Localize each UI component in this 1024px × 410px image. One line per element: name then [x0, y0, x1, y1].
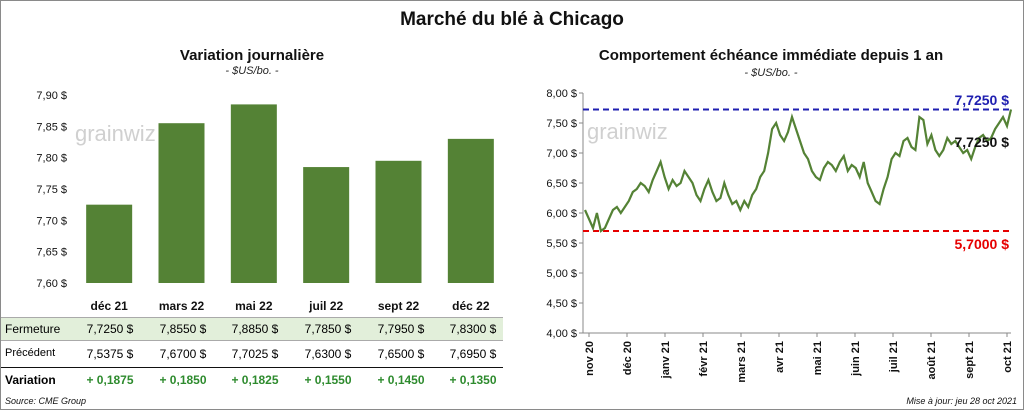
- x-tick-label: sept 22: [378, 299, 420, 313]
- y-tick-label: 5,00 $: [546, 268, 577, 280]
- table-cell: + 0,1350: [449, 373, 497, 387]
- y-tick-label: 7,80 $: [36, 153, 67, 165]
- low-label: 5,7000 $: [955, 236, 1010, 252]
- y-tick-label: 4,00 $: [546, 328, 577, 340]
- x-tick-label: nov 20: [584, 341, 596, 376]
- bar: [303, 167, 350, 283]
- x-tick-label: févr 21: [698, 341, 710, 376]
- watermark-text: grainwiz: [75, 121, 156, 146]
- x-tick-label: juin 21: [850, 341, 862, 377]
- bar: [158, 123, 205, 283]
- main-title: Marché du blé à Chicago: [400, 9, 624, 30]
- y-tick-label: 7,00 $: [546, 148, 577, 160]
- bar: [447, 138, 494, 283]
- x-tick-label: janv 21: [660, 341, 672, 379]
- source-note: Source: CME Group: [5, 396, 87, 406]
- x-tick-label: juil 22: [308, 299, 343, 313]
- bar: [375, 160, 422, 283]
- price-series-line: [583, 109, 1013, 233]
- watermark-text-right: grainwiz: [587, 119, 668, 144]
- y-tick-label: 7,60 $: [36, 278, 67, 290]
- y-tick-label: 4,50 $: [546, 298, 577, 310]
- row-label-variation: Variation: [5, 373, 56, 387]
- bar: [230, 104, 277, 284]
- table-cell: 7,8550 $: [159, 322, 207, 336]
- table-cell: 7,7025 $: [231, 347, 279, 361]
- x-tick-label: mai 21: [812, 341, 824, 375]
- x-tick-label: juil 21: [888, 341, 900, 373]
- table-row-variation: Variation + 0,1875 + 0,1850 + 0,1825 + 0,15…: [1, 369, 503, 391]
- table-cell: + 0,1850: [159, 373, 207, 387]
- row-label-precedent: Précédent: [5, 347, 56, 359]
- x-tick-label: déc 22: [452, 299, 490, 313]
- y-tick-label: 7,90 $: [36, 90, 67, 102]
- table-cell: 7,6500 $: [377, 347, 425, 361]
- table-cell: 7,8300 $: [449, 322, 497, 336]
- current-price-label: 7,7250 $: [955, 134, 1010, 150]
- x-tick-label: mai 22: [235, 299, 273, 313]
- y-tick-label: 6,50 $: [546, 178, 577, 190]
- x-tick-label: déc 21: [90, 299, 128, 313]
- x-tick-label: sept 21: [964, 341, 976, 379]
- x-tick-label: déc 20: [622, 341, 634, 375]
- x-tick-label: oct 21: [1002, 341, 1014, 373]
- y-tick-label: 7,85 $: [36, 121, 67, 133]
- table-cell: + 0,1550: [304, 373, 352, 387]
- y-tick-label: 7,75 $: [36, 184, 67, 196]
- y-tick-label: 6,00 $: [546, 208, 577, 220]
- table-cell: 7,7950 $: [377, 322, 425, 336]
- x-tick-label: avr 21: [774, 341, 786, 373]
- table-row-fermeture: Fermeture 7,7250 $ 7,8550 $ 7,8850 $ 7,7850…: [1, 317, 503, 341]
- high-label: 7,7250 $: [955, 92, 1010, 108]
- y-tick-label: 7,70 $: [36, 215, 67, 227]
- right-chart-title: Comportement échéance immédiate depuis 1…: [598, 47, 944, 64]
- table-cell: + 0,1875: [86, 373, 134, 387]
- x-tick-label: mars 21: [736, 341, 748, 383]
- update-note: Mise à jour: jeu 28 oct 2021: [906, 396, 1017, 406]
- table-cell: 7,6700 $: [159, 347, 207, 361]
- bar: [86, 204, 133, 283]
- table-cell: 7,7850 $: [304, 322, 352, 336]
- table-cell: 7,7250 $: [86, 322, 134, 336]
- y-tick-label: 5,50 $: [546, 238, 577, 250]
- y-tick-label: 7,50 $: [546, 118, 577, 130]
- y-tick-label: 8,00 $: [546, 88, 577, 100]
- panel-divider: [516, 41, 517, 391]
- x-tick-label: août 21: [926, 341, 938, 380]
- table-cell: 7,5375 $: [86, 347, 134, 361]
- right-chart-subtitle: - $US/bo. -: [744, 67, 798, 79]
- grainwiz-watermark: grainwiz: [75, 121, 156, 146]
- table-cell: 7,8850 $: [231, 322, 279, 336]
- left-chart-title: Variation journalière: [179, 47, 325, 64]
- table-cell: 7,6950 $: [449, 347, 497, 361]
- left-bar-chart: grainwiz 7,60 $ 7,65 $ 7,70 $ 7,75 $ 7,80 $ 7…: [36, 90, 494, 313]
- x-tick-label: mars 22: [159, 299, 205, 313]
- table-cell: 7,6300 $: [304, 347, 352, 361]
- table-cell: + 0,1825: [231, 373, 279, 387]
- right-line-chart: grainwiz 4,00 $ 4,50 $ 5,00 $ 5,50 $ 6,00 $ 6…: [546, 88, 1014, 383]
- left-chart-subtitle: - $US/bo. -: [225, 65, 279, 77]
- table-cell: + 0,1450: [377, 373, 425, 387]
- row-label-fermeture: Fermeture: [5, 322, 61, 336]
- y-tick-label: 7,65 $: [36, 247, 67, 259]
- table-row-precedent: Précédent 7,5375 $ 7,6700 $ 7,7025 $ 7,6300…: [1, 341, 503, 368]
